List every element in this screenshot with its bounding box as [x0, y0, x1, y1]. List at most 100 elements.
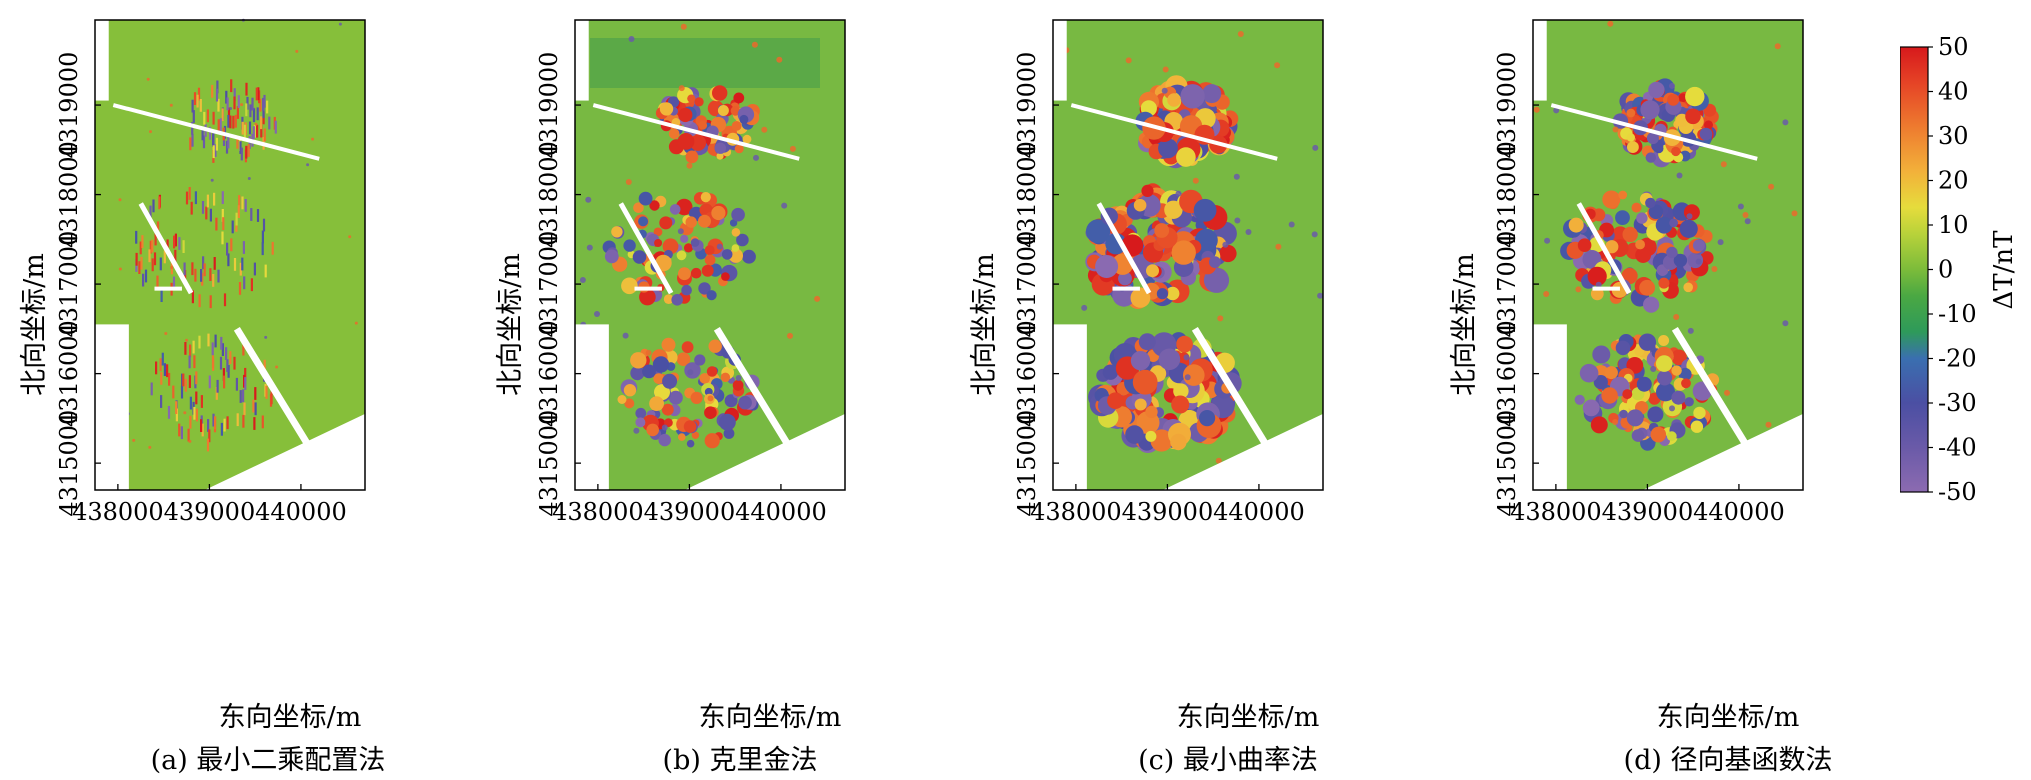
anomaly-mark — [1678, 367, 1692, 381]
colorbar-tick-label: 10 — [1938, 211, 1969, 239]
anomaly-mark — [1183, 354, 1190, 361]
anomaly-mark — [146, 77, 150, 81]
anomaly-mark — [191, 99, 194, 113]
anomaly-mark — [621, 277, 638, 295]
anomaly-mark — [195, 371, 198, 385]
anomaly-mark — [172, 385, 175, 399]
data-gap — [1671, 327, 1761, 465]
anomaly-mark — [200, 269, 203, 282]
anomaly-mark — [241, 257, 244, 271]
anomaly-mark — [761, 126, 768, 133]
anomaly-mark — [1692, 239, 1705, 252]
anomaly-mark — [252, 126, 255, 139]
anomaly-mark — [1183, 364, 1205, 386]
anomaly-mark — [235, 377, 238, 391]
anomaly-mark — [227, 365, 230, 378]
anomaly-mark — [1171, 240, 1196, 265]
y-axis-label: 北向坐标/m — [494, 253, 526, 396]
anomaly-mark — [256, 124, 259, 138]
y-tick-label: 4316000 — [535, 320, 563, 427]
anomaly-mark — [628, 36, 635, 42]
anomaly-mark — [191, 121, 194, 135]
anomaly-mark — [652, 356, 670, 373]
anomaly-mark — [1645, 197, 1656, 209]
plot-frame — [1532, 19, 1804, 491]
anomaly-mark — [1645, 152, 1656, 163]
anomaly-mark — [253, 262, 256, 276]
anomaly-mark — [700, 192, 711, 203]
anomaly-mark — [1134, 398, 1147, 411]
anomaly-mark — [210, 178, 214, 182]
anomaly-mark — [198, 335, 201, 349]
anomaly-mark — [257, 87, 260, 101]
anomaly-mark — [1175, 190, 1182, 197]
anomaly-mark — [262, 218, 266, 232]
anomaly-mark — [653, 227, 663, 237]
anomaly-mark — [1154, 223, 1170, 238]
anomaly-mark — [184, 270, 187, 283]
anomaly-mark — [216, 379, 219, 393]
anomaly-mark — [191, 290, 194, 304]
anomaly-mark — [225, 140, 229, 154]
panel-b: 438000 439000 440000 4315000 4316000 4317000 4… — [480, 0, 950, 780]
anomaly-mark — [624, 398, 635, 409]
anomaly-mark — [1687, 327, 1694, 334]
anomaly-mark — [209, 295, 212, 309]
anomaly-mark — [704, 433, 720, 449]
anomaly-mark — [1648, 204, 1664, 220]
anomaly-mark — [270, 391, 273, 405]
anomaly-mark — [201, 127, 204, 141]
anomaly-mark — [789, 145, 796, 152]
x-tick-label: 440000 — [1693, 498, 1785, 526]
anomaly-mark — [242, 342, 245, 356]
anomaly-mark — [1533, 106, 1540, 113]
data-gap — [592, 103, 800, 161]
anomaly-mark — [163, 250, 166, 264]
y-tick-label: 4318000 — [55, 141, 83, 248]
anomaly-mark — [678, 107, 693, 123]
anomaly-mark — [639, 288, 656, 306]
anomaly-mark — [223, 293, 227, 307]
anomaly-mark — [225, 90, 228, 104]
anomaly-mark — [211, 84, 214, 98]
anomaly-mark — [611, 226, 623, 238]
anomaly-mark — [683, 243, 694, 253]
anomaly-mark — [1791, 210, 1798, 217]
anomaly-mark — [239, 262, 242, 276]
anomaly-mark — [1081, 304, 1088, 311]
anomaly-mark — [200, 419, 203, 432]
anomaly-mark — [1744, 218, 1751, 225]
heatmap-plot-b: 438000 439000 4400004315000431600043170004… — [535, 19, 846, 526]
anomaly-mark — [175, 408, 178, 422]
anomaly-mark — [261, 230, 264, 244]
anomaly-mark — [1658, 277, 1670, 289]
x-tick-label: 438000 — [1510, 498, 1602, 526]
anomaly-mark — [1170, 433, 1187, 451]
anomaly-mark — [661, 424, 668, 431]
anomaly-mark — [1199, 410, 1216, 427]
anomaly-mark — [1720, 161, 1727, 168]
anomaly-mark — [182, 240, 185, 253]
data-gap — [112, 103, 320, 161]
anomaly-mark — [728, 248, 743, 263]
anomaly-mark — [1237, 31, 1244, 37]
anomaly-mark — [1176, 147, 1196, 167]
no-data-mask — [204, 413, 365, 490]
anomaly-mark — [1193, 198, 1217, 222]
x-tick-label: 439000 — [644, 498, 736, 526]
anomaly-mark — [167, 406, 171, 419]
anomaly-mark — [118, 267, 122, 271]
anomaly-mark — [1595, 281, 1602, 288]
anomaly-mark — [625, 179, 632, 185]
caption-a: (a) 最小二乘配置法 — [150, 745, 386, 776]
anomaly-mark — [152, 199, 155, 213]
anomaly-mark — [1158, 348, 1181, 371]
anomaly-mark — [214, 416, 217, 430]
anomaly-mark — [237, 205, 240, 218]
anomaly-mark — [251, 97, 254, 111]
anomaly-mark — [148, 445, 152, 449]
anomaly-mark — [240, 103, 244, 107]
anomaly-mark — [742, 134, 752, 144]
anomaly-mark — [662, 238, 679, 255]
anomaly-mark — [231, 220, 234, 234]
